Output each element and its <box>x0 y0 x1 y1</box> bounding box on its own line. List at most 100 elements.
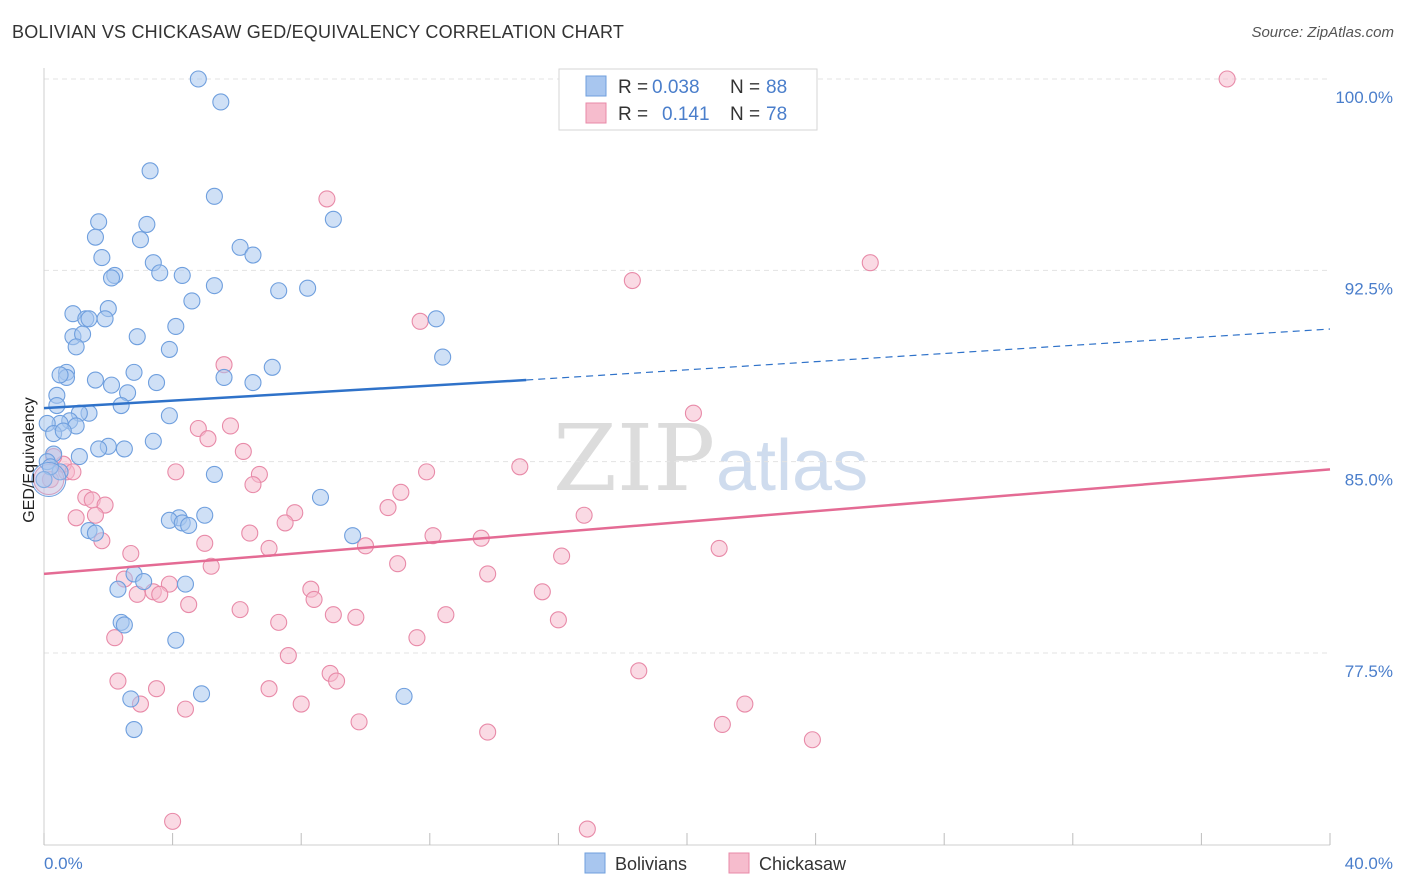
bolivians-trend-line <box>43 378 527 410</box>
bolivians-point <box>160 407 178 425</box>
watermark-zip: ZIP <box>553 405 715 512</box>
chickasaw-point <box>578 820 596 838</box>
legend-swatch-chickasaw <box>585 102 607 124</box>
bolivians-point <box>176 575 195 593</box>
bolivians-point <box>427 310 445 328</box>
bolivians-point <box>122 690 140 708</box>
chickasaw-point <box>347 608 365 626</box>
chickasaw-point <box>424 527 442 545</box>
bolivians-point <box>138 215 156 233</box>
chickasaw-point <box>437 606 455 624</box>
bolivians-point <box>395 687 413 705</box>
y-axis-label: GED/Equivalency <box>21 397 38 522</box>
bolivians-point <box>51 366 69 384</box>
x-tick-label: 40.0% <box>1345 854 1393 873</box>
bolivians-point <box>125 720 143 739</box>
legend-n-label-1: N = <box>730 77 760 98</box>
bolivians-point <box>141 162 159 180</box>
chickasaw-point <box>199 430 217 448</box>
y-tick-label: 77.5% <box>1345 662 1393 681</box>
bolivians-point <box>86 371 104 389</box>
chickasaw-point <box>260 680 278 698</box>
bottom-legend-swatch-chickasaw <box>728 852 750 874</box>
chickasaw-point <box>736 695 754 713</box>
chickasaw-point <box>861 254 879 272</box>
bolivians-point <box>183 292 201 310</box>
chickasaw-trend-line <box>43 468 1331 576</box>
bolivians-cluster-point <box>31 462 67 498</box>
chickasaw-point <box>276 514 294 532</box>
bolivians-point <box>212 93 230 111</box>
y-tick-labels: 77.5% 85.0% 92.5% 100.0% <box>1335 88 1393 681</box>
bolivians-point <box>54 422 72 440</box>
gridlines <box>44 78 1330 654</box>
chickasaw-point <box>231 601 249 619</box>
chickasaw-point <box>418 463 436 481</box>
chickasaw-point <box>479 565 497 583</box>
bolivians-point <box>86 228 104 246</box>
chickasaw-point <box>350 713 368 731</box>
bolivians-point <box>125 363 143 381</box>
bolivians-point <box>135 573 153 591</box>
chickasaw-point <box>292 695 310 713</box>
bolivians-point <box>115 616 133 634</box>
bolivians-point <box>160 340 178 358</box>
bolivians-point <box>196 506 214 524</box>
chickasaw-point <box>86 506 104 524</box>
bolivians-point <box>102 269 121 287</box>
bolivians-point <box>70 448 88 466</box>
bolivians-point <box>144 432 162 450</box>
bottom-legend-chickasaw: Chickasaw <box>759 854 847 874</box>
bolivians-point <box>244 246 262 264</box>
chickasaw-point <box>151 585 169 603</box>
chickasaw-point <box>511 458 529 476</box>
bolivians-point <box>231 238 249 256</box>
chickasaw-point <box>109 672 127 690</box>
bolivians-point <box>215 368 233 387</box>
chickasaw-point <box>328 672 346 690</box>
x-tick-labels: 0.0% 40.0% <box>44 854 1393 873</box>
bolivians-point <box>189 70 207 88</box>
x-tick-label: 0.0% <box>44 854 83 873</box>
y-tick-label: 100.0% <box>1335 88 1393 107</box>
bolivians-trend-extension <box>526 328 1331 381</box>
bolivians-point <box>173 266 191 284</box>
bolivians-point <box>167 317 185 336</box>
chickasaw-points <box>33 70 1236 838</box>
legend-n-value-2: 78 <box>766 104 787 125</box>
chickasaw-point <box>411 312 429 330</box>
legend-n-label-2: N = <box>730 104 760 125</box>
chickasaw-point <box>575 506 593 524</box>
chickasaw-point <box>713 715 731 733</box>
legend-r-value-1: 0.038 <box>652 77 700 98</box>
chickasaw-point <box>318 190 336 208</box>
chickasaw-point <box>305 590 323 608</box>
bolivians-point <box>90 213 108 231</box>
chickasaw-point <box>553 547 571 565</box>
chickasaw-point <box>202 557 220 575</box>
legend-top: R = 0.038 N = 88 R = 0.141 N = 78 <box>558 68 818 131</box>
y-tick-label: 92.5% <box>1345 279 1393 298</box>
chickasaw-point <box>684 404 702 422</box>
bottom-legend-swatch-bolivians <box>584 852 606 874</box>
y-tick-label: 85.0% <box>1345 471 1393 490</box>
chickasaw-point <box>479 723 497 741</box>
legend-bottom: Bolivians Chickasaw <box>584 852 847 874</box>
chickasaw-point <box>549 611 567 629</box>
bolivians-point <box>205 465 223 483</box>
legend-swatch-bolivians <box>585 75 607 97</box>
bolivians-point <box>147 374 166 392</box>
chickasaw-point <box>270 613 288 631</box>
chickasaw-point <box>408 629 426 647</box>
trend-lines <box>43 328 1331 576</box>
chart-title: BOLIVIAN VS CHICKASAW GED/EQUIVALENCY CO… <box>12 22 625 42</box>
bolivians-point <box>311 488 330 506</box>
chickasaw-point <box>710 539 728 557</box>
chickasaw-point <box>122 544 140 563</box>
bolivians-point <box>112 396 130 415</box>
bottom-legend-bolivians: Bolivians <box>615 854 687 874</box>
chickasaw-point <box>623 271 641 290</box>
bolivians-point <box>205 187 223 205</box>
chickasaw-point <box>533 583 551 601</box>
